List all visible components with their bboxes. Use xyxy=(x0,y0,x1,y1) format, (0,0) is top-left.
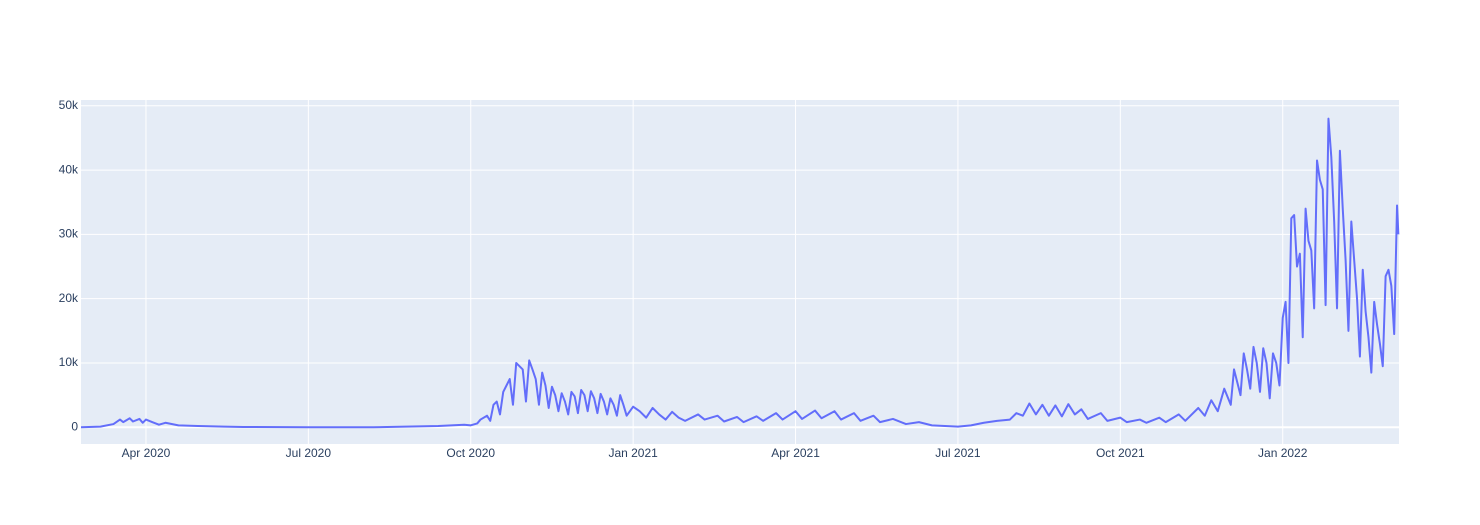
y-tick-label: 0 xyxy=(71,419,78,433)
x-tick-label: Jan 2022 xyxy=(1258,446,1308,460)
y-tick-label: 50k xyxy=(59,98,79,112)
x-tick-label: Oct 2020 xyxy=(446,446,495,460)
x-tick-label: Oct 2021 xyxy=(1096,446,1145,460)
y-tick-label: 10k xyxy=(59,355,79,369)
plot-area xyxy=(81,100,1399,444)
x-tick-label: Apr 2021 xyxy=(771,446,820,460)
x-tick-label: Apr 2020 xyxy=(122,446,171,460)
x-tick-label: Jan 2021 xyxy=(608,446,658,460)
y-tick-label: 30k xyxy=(59,227,79,241)
y-tick-label: 20k xyxy=(59,291,79,305)
x-tick-label: Jul 2021 xyxy=(935,446,981,460)
y-tick-label: 40k xyxy=(59,162,79,176)
x-tick-label: Jul 2020 xyxy=(286,446,332,460)
data-line xyxy=(80,117,1400,429)
